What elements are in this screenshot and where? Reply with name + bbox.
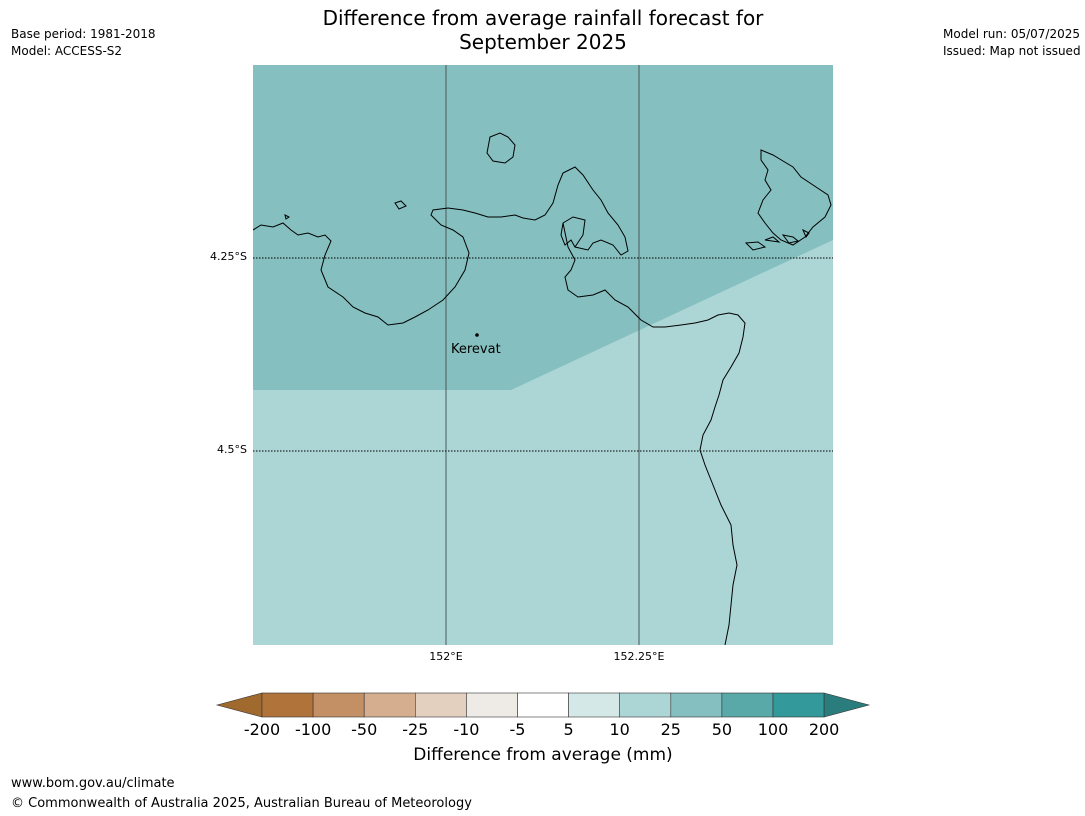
colorbar-segment	[312, 692, 365, 718]
base-period: Base period: 1981-2018	[11, 27, 156, 41]
region-25-to-50	[253, 65, 833, 390]
model-run: Model run: 05/07/2025	[943, 27, 1081, 41]
colorbar-segment	[721, 692, 774, 718]
colorbar-tick-label: -200	[243, 720, 281, 739]
colorbar-segment	[415, 692, 467, 718]
colorbar-tick-label: 10	[609, 720, 630, 739]
model-name: Model: ACCESS-S2	[11, 44, 123, 58]
title-line-2: September 2025	[459, 30, 627, 54]
colorbar-tick-label: 50	[711, 720, 733, 739]
colorbar-tick-label: 200	[808, 720, 840, 739]
colorbar-segment	[261, 692, 314, 718]
colorbar	[215, 692, 871, 718]
lat-label-4-25: 4.25°S	[210, 250, 247, 263]
colorbar-tick-label: -100	[294, 720, 332, 739]
colorbar-label: Difference from average (mm)	[413, 745, 673, 765]
colorbar-tick-label: -50	[351, 720, 378, 739]
colorbar-segment	[568, 692, 621, 718]
colorbar-extend-high	[823, 692, 871, 718]
meta-left: Base period: 1981-2018 Model: ACCESS-S2	[11, 26, 156, 60]
colorbar-extend-low	[215, 692, 263, 718]
kerevat-marker	[475, 333, 479, 337]
colorbar-segment	[772, 692, 825, 718]
colorbar-tick-label: 25	[660, 720, 681, 739]
colorbar-tick-label: -5	[509, 720, 526, 739]
colorbar-tick-label: -10	[453, 720, 480, 739]
colorbar-segment	[517, 692, 569, 718]
issued-status: Issued: Map not issued	[943, 44, 1081, 58]
title-line-1: Difference from average rainfall forecas…	[322, 6, 764, 30]
lon-label-152-25: 152.25°E	[613, 650, 665, 663]
coastline	[253, 132, 832, 645]
footer-url[interactable]: www.bom.gov.au/climate	[11, 776, 175, 791]
colorbar-tick-label: -25	[402, 720, 429, 739]
lat-label-4-5: 4.5°S	[217, 443, 247, 456]
colorbar-segment	[619, 692, 672, 718]
map-title: Difference from average rainfall forecas…	[243, 6, 843, 54]
meta-right: Model run: 05/07/2025 Issued: Map not is…	[943, 26, 1081, 60]
colorbar-tick-label: 5	[563, 720, 574, 739]
footer-copyright: © Commonwealth of Australia 2025, Austra…	[11, 796, 472, 811]
colorbar-segment	[670, 692, 723, 718]
colorbar-segment	[466, 692, 518, 718]
forecast-map	[253, 65, 833, 645]
lon-label-152: 152°E	[429, 650, 463, 663]
place-label: Kerevat	[451, 342, 501, 357]
colorbar-segment	[363, 692, 416, 718]
colorbar-tick-label: 100	[757, 720, 789, 739]
